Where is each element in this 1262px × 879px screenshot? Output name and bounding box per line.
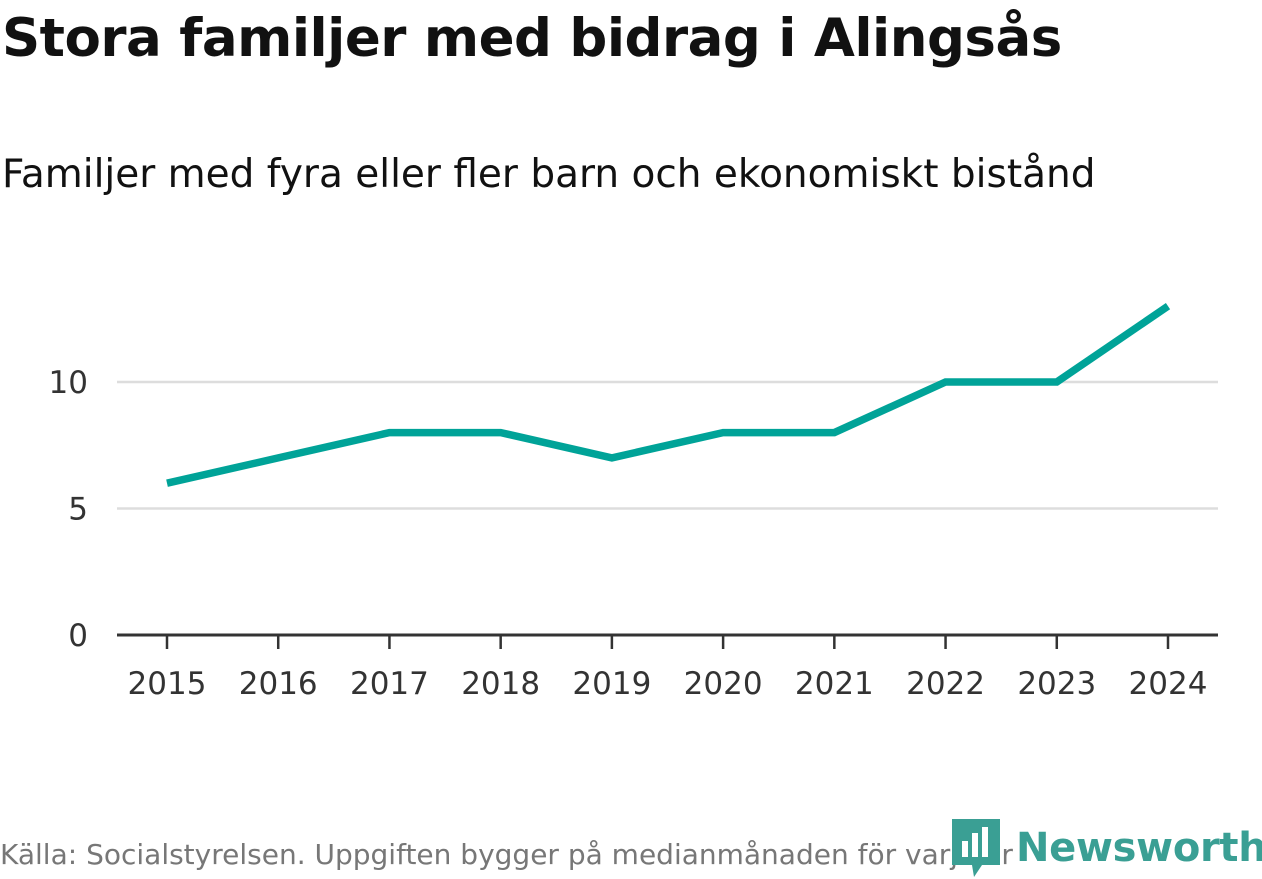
x-tick-label: 2021 [795,666,874,702]
y-tick-label: 5 [68,492,88,528]
newsworthy-logo-icon [952,819,1000,877]
y-tick-label: 10 [49,365,88,401]
page-title: Stora familjer med bidrag i Alingsås [2,8,1062,69]
x-tick-label: 2016 [239,666,318,702]
source-note: Källa: Socialstyrelsen. Uppgiften bygger… [0,838,1013,871]
x-tick-label: 2020 [684,666,763,702]
y-axis-ticks: 0 5 10 [49,365,88,654]
x-tick-label: 2022 [906,666,985,702]
y-tick-label: 0 [68,618,88,654]
brand-name: Newsworthy [1016,825,1262,871]
series-line [166,303,1171,487]
x-axis: 2015 2016 2017 2018 2019 2020 2021 2022 2023 2024 [117,633,1218,702]
x-tick-label: 2017 [350,666,429,702]
x-tick-label: 2023 [1017,666,1096,702]
brand-logo[interactable]: Newsworthy [952,818,1262,878]
x-tick-label: 2024 [1129,666,1208,702]
page-subtitle: Familjer med fyra eller fler barn och ek… [2,152,1096,197]
x-tick-label: 2019 [572,666,651,702]
series-layer [166,303,1171,487]
x-tick-label: 2015 [128,666,207,702]
x-tick-label: 2018 [461,666,540,702]
